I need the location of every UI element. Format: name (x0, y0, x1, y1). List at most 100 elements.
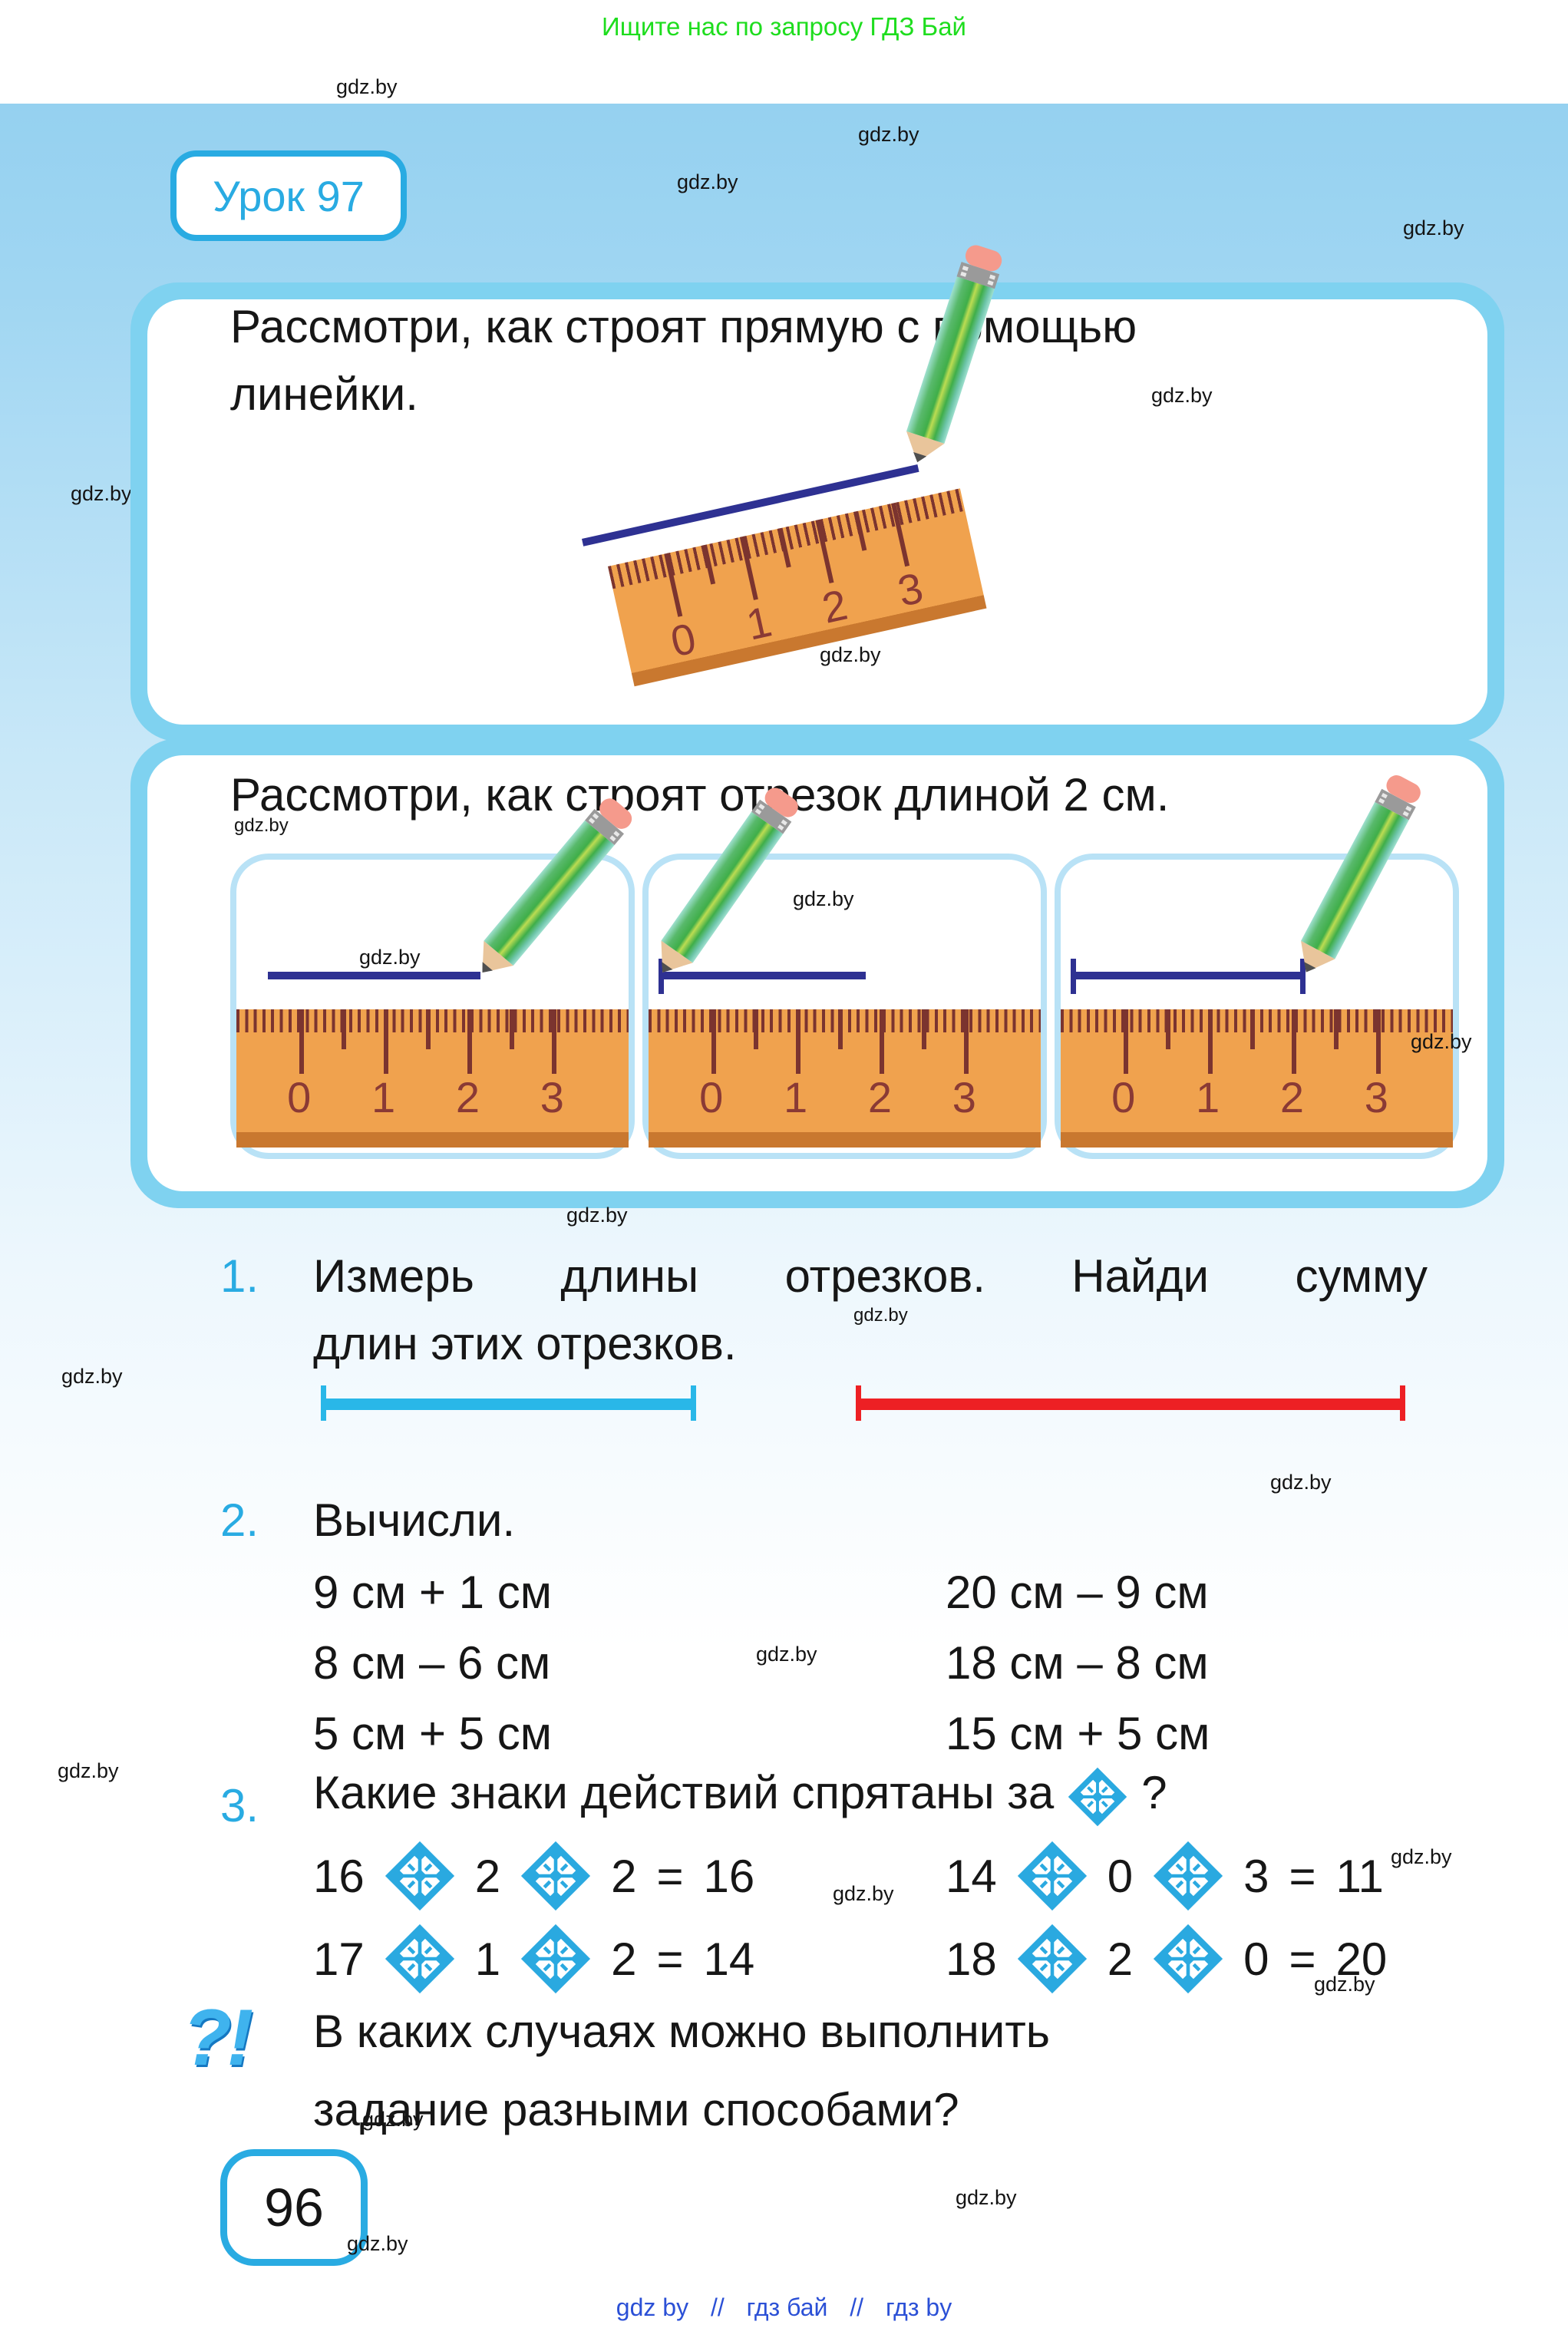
howto-line-text-2: линейки. (230, 368, 418, 420)
watermark: gdz.by (1391, 1845, 1452, 1868)
task3-number: 3. (220, 1780, 259, 1831)
footer-links: gdz by // гдз бай // гдз by (0, 2293, 1568, 2322)
eq-sign: = (656, 1933, 684, 1985)
ornament-icon (1068, 1767, 1127, 1827)
step-panel-3: 0 1 2 3 (1055, 854, 1459, 1159)
howto-line-box-inner (147, 299, 1487, 725)
ornament-icon (520, 1924, 591, 1994)
segment-red (856, 1385, 1405, 1421)
watermark: gdz.by (1151, 384, 1213, 407)
equation-row: 17 1 2 = 14 (313, 1924, 754, 1994)
watermark: gdz.by (833, 1882, 894, 1905)
task1-text-line1: Измерь длины отрезков. Найди сумму (313, 1250, 1428, 1302)
segment-endpoint (856, 1385, 861, 1421)
ruler-label: 1 (784, 1073, 808, 1121)
ruler-half-tick (1249, 1009, 1255, 1049)
question-line2: задание разными способами? (313, 2084, 959, 2135)
footer-separator: // (850, 2293, 864, 2321)
ruler-illustration: 0 1 2 3 (1061, 1009, 1453, 1148)
ruler-cm-tick (1207, 1009, 1213, 1074)
step-panel-1: gdz.by 0 1 2 3 (230, 854, 635, 1159)
eq-operand: 2 (474, 1850, 501, 1902)
ruler-label: 1 (1196, 1073, 1220, 1121)
ruler-label: 3 (952, 1073, 976, 1121)
task2-expression: 9 см + 1 см (313, 1567, 552, 1618)
ruler-cm-tick (1292, 1009, 1297, 1074)
watermark: gdz.by (1403, 216, 1464, 239)
task2-expression: 15 см + 5 см (946, 1708, 1210, 1759)
ruler-half-tick (510, 1009, 515, 1049)
ruler-cm-tick (795, 1009, 801, 1074)
ruler-cm-tick (880, 1009, 885, 1074)
eq-operand: 18 (946, 1933, 997, 1985)
eq-operand: 3 (1243, 1850, 1269, 1902)
page-number-badge: 96 (220, 2149, 368, 2266)
segment-blue (321, 1385, 696, 1421)
ornament-icon (385, 1924, 455, 1994)
eq-operand: 0 (1107, 1850, 1134, 1902)
ornament-icon (1017, 1924, 1088, 1994)
watermark: gdz.by (853, 1305, 908, 1326)
footer-link-gdz-by[interactable]: gdz by (616, 2293, 689, 2321)
footer-link-gdz-by-2[interactable]: гдз by (885, 2293, 952, 2321)
ornament-icon (520, 1841, 591, 1911)
eq-result: 20 (1335, 1933, 1388, 1985)
howto-line-box (130, 282, 1504, 741)
task1-text-line2: длин этих отрезков. (313, 1318, 737, 1369)
eq-operand: 2 (611, 1850, 637, 1902)
ruler-half-tick (922, 1009, 927, 1049)
watermark: gdz.by (677, 170, 738, 193)
question-line1: В каких случаях можно выполнить (313, 2006, 1051, 2057)
watermark: gdz.by (1314, 1973, 1375, 1996)
drawn-segment-2cm (1071, 959, 1306, 994)
watermark: gdz.by (1411, 1030, 1472, 1053)
watermark: gdz.by (362, 2108, 424, 2131)
task2-expression: 5 см + 5 см (313, 1708, 552, 1759)
task2-number: 2. (220, 1494, 259, 1546)
watermark: gdz.by (71, 482, 132, 505)
eq-sign: = (1289, 1850, 1316, 1902)
segment-endpoint (659, 959, 664, 994)
eq-result: 16 (703, 1850, 755, 1902)
segment-endpoint (321, 1385, 326, 1421)
ruler-label: 1 (741, 596, 776, 649)
ruler-label: 3 (1364, 1073, 1388, 1121)
ruler-cm-tick (1376, 1009, 1381, 1074)
watermark: gdz.by (359, 946, 421, 969)
segment-endpoint (691, 1385, 696, 1421)
promo-bar: Ищите нас по запросу ГДЗ Бай (0, 0, 1568, 104)
ruler-mm-ticks (1061, 1009, 1453, 1032)
watermark: gdz.by (234, 815, 289, 836)
watermark: gdz.by (756, 1643, 817, 1666)
step-panel-2: gdz.by 0 1 2 3 (642, 854, 1047, 1159)
task2-title: Вычисли. (313, 1494, 516, 1546)
ruler-illustration: 0 1 2 3 (236, 1009, 629, 1148)
eq-result: 11 (1335, 1850, 1384, 1902)
watermark: gdz.by (820, 643, 881, 666)
ruler-label: 0 (666, 613, 701, 666)
ruler-label: 0 (1111, 1073, 1136, 1121)
watermark: gdz.by (1270, 1471, 1332, 1494)
page-number: 96 (264, 2178, 324, 2237)
eq-sign: = (1289, 1933, 1316, 1985)
eq-result: 14 (703, 1933, 755, 1985)
ornament-icon (1153, 1841, 1223, 1911)
equation-row: 16 2 2 = 16 (313, 1841, 754, 1911)
promo-text: Ищите нас по запросу ГДЗ Бай (602, 12, 966, 41)
ruler-label: 2 (455, 1073, 480, 1121)
task2-expression: 8 см – 6 см (313, 1637, 551, 1689)
watermark: gdz.by (566, 1204, 628, 1227)
footer-link-gdz-bai[interactable]: гдз бай (746, 2293, 828, 2321)
eq-operand: 17 (313, 1933, 365, 1985)
equation-row: 18 2 0 = 20 (946, 1924, 1387, 1994)
ruler-cm-tick (467, 1009, 473, 1074)
eq-sign: = (656, 1850, 684, 1902)
ruler-label: 2 (817, 580, 852, 632)
ruler-cm-tick (964, 1009, 969, 1074)
task2-expression: 20 см – 9 см (946, 1567, 1209, 1618)
task3-title-prefix: Какие знаки действий спрятаны за (313, 1766, 1055, 1818)
ruler-label: 0 (287, 1073, 312, 1121)
drawn-line (268, 972, 480, 979)
segment-endpoint (1400, 1385, 1405, 1421)
ruler-cm-tick (299, 1009, 304, 1074)
